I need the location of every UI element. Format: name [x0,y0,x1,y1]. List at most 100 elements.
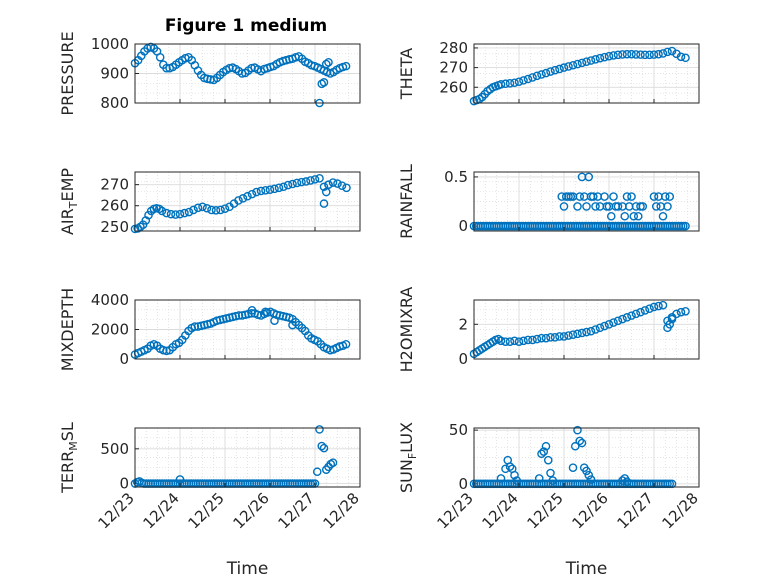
data-point [649,192,659,201]
y-tick-label: 0 [119,350,129,368]
data-point [144,210,153,220]
data-point [532,334,542,344]
data-point [640,306,650,315]
data-point [622,313,632,322]
data-point [324,180,333,189]
y-tick-label: 250 [100,218,129,236]
data-point [319,182,329,192]
data-point [514,77,524,87]
data-point [681,53,690,63]
y-axis-label: H2OMIXRA [397,287,416,373]
data-point [649,50,659,59]
data-point [190,322,200,331]
data-point [279,182,288,192]
axes-frame [473,299,700,360]
data-point [595,53,605,63]
y-axis-label: THETA [397,48,416,100]
y-tick-label: 270 [100,176,129,194]
y-axis-label: PRESSURE [58,31,77,115]
data-point [591,55,600,64]
data-point [555,332,564,341]
data-point [582,466,591,476]
data-point [247,189,257,199]
y-tick-label: 260 [439,78,468,96]
data-point [171,210,180,219]
data-point [162,63,171,73]
data-point [645,50,654,60]
x-axis-label: Time [565,559,608,579]
axes-frame [134,299,361,360]
data-point [629,211,639,221]
subplot-4: 0 0.5 RAINFALL [397,164,700,239]
y-tick-label: 800 [100,94,129,112]
data-point [591,202,600,211]
subplot-6: 0 2 H2OMIXRA [397,287,700,373]
data-point [301,177,311,186]
data-point [180,208,189,218]
data-point [541,68,551,78]
data-point [546,468,555,478]
data-point [537,333,546,343]
data-point [519,76,528,85]
data-point [586,56,596,65]
data-point [496,80,506,89]
data-point [622,49,632,59]
data-point [618,50,627,59]
data-point [546,67,555,76]
y-tick-label: 4000 [91,291,129,309]
y-tick-label: 2 [458,315,468,333]
y-tick-label: 500 [100,440,129,458]
data-point [541,333,551,343]
data-point [561,192,571,201]
data-point [591,325,600,334]
data-point [543,455,553,465]
y-axis-label: MIXDEPTH [58,288,77,371]
data-point [328,178,338,187]
data-point [636,307,645,317]
data-point [202,203,212,213]
data-point [654,301,663,311]
data-point [505,337,515,346]
axes-frame [134,171,361,232]
data-point [342,183,351,193]
data-point [638,202,648,211]
data-point [283,180,293,190]
data-point [568,463,578,472]
data-point [243,191,252,201]
y-tick-label: 900 [100,65,129,83]
data-point [523,74,533,84]
data-point [681,221,690,231]
data-point [555,64,564,74]
data-point [324,57,333,67]
data-point [663,202,672,211]
data-point [564,331,573,340]
data-point [577,328,587,338]
data-point [341,339,351,349]
data-point [523,335,533,345]
data-point [595,323,605,333]
data-point [622,477,632,486]
data-point [609,51,618,60]
y-tick-label: 0.5 [444,168,468,186]
y-tick-label: 260 [100,197,129,215]
data-point [609,192,618,201]
axes-frame [134,43,361,104]
data-point [501,337,510,346]
data-point [577,58,587,68]
data-point [496,474,506,483]
data-point [559,332,569,341]
data-point [220,204,230,213]
data-point [510,78,519,88]
data-point [658,300,668,310]
data-point [627,192,636,201]
y-tick-label: 270 [439,59,468,77]
data-point [534,474,544,483]
data-point [333,179,342,188]
data-point [234,196,243,205]
data-point [337,181,347,190]
data-point [315,425,324,434]
data-point [261,186,270,195]
data-point [633,211,643,221]
data-point [297,177,306,187]
